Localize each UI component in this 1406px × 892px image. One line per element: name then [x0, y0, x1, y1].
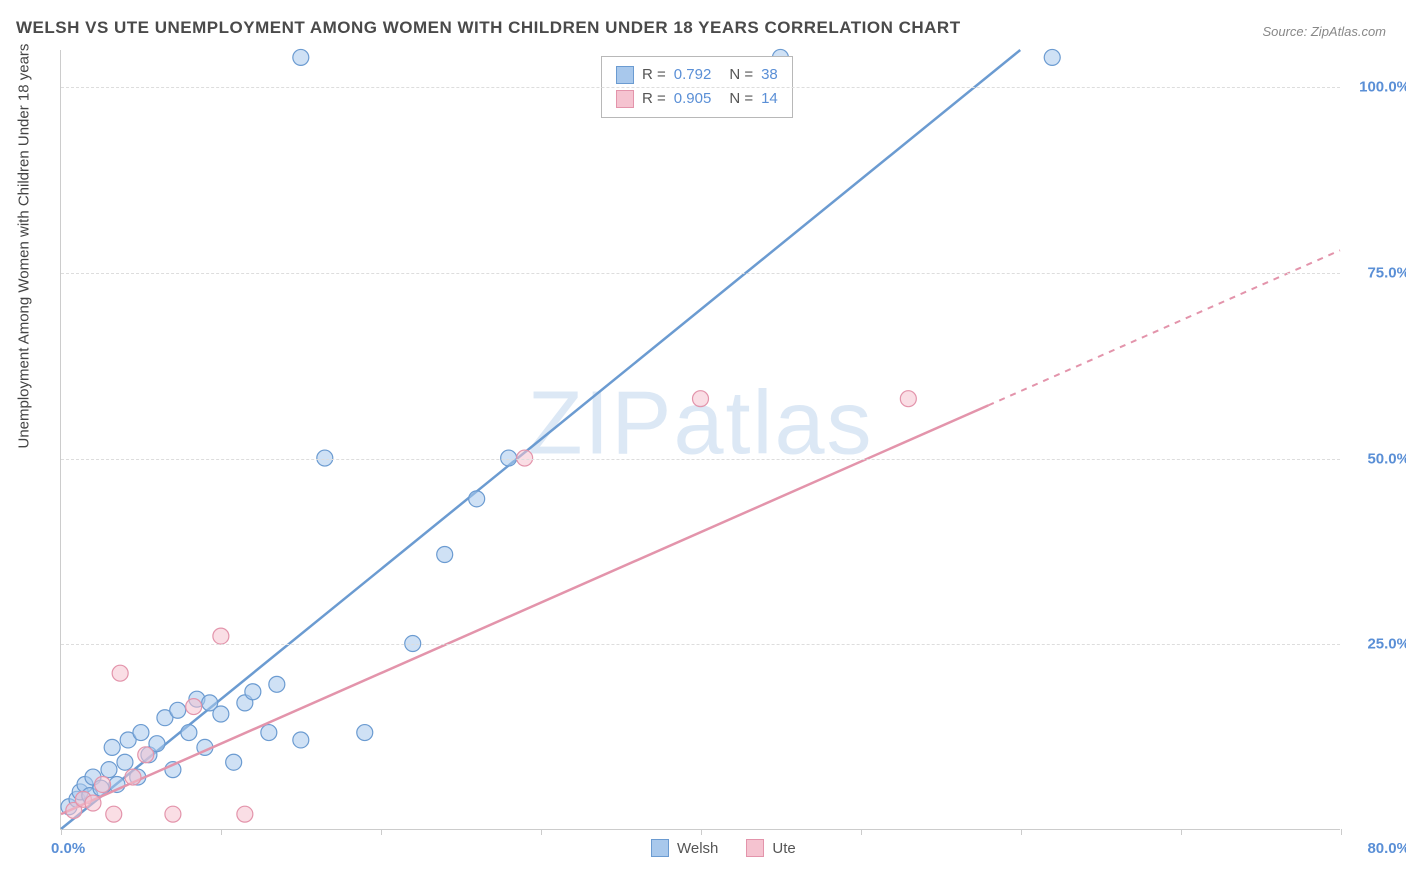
data-point: [170, 702, 186, 718]
data-point: [181, 725, 197, 741]
data-point: [693, 391, 709, 407]
x-tick: [541, 829, 542, 835]
data-point: [101, 762, 117, 778]
legend-swatch-ute: [616, 90, 634, 108]
x-tick: [1181, 829, 1182, 835]
data-point: [95, 776, 111, 792]
plot-area: ZIPatlas R = 0.792 N = 38 R = 0.905 N = …: [60, 50, 1340, 830]
data-point: [106, 806, 122, 822]
x-tick: [1021, 829, 1022, 835]
data-point: [125, 769, 141, 785]
legend-swatch-icon: [746, 839, 764, 857]
y-tick-label: 25.0%: [1350, 636, 1406, 653]
data-point: [293, 49, 309, 65]
data-point: [1044, 49, 1060, 65]
gridline: [61, 273, 1340, 274]
data-point: [437, 547, 453, 563]
legend-r-value-welsh: 0.792: [674, 63, 712, 87]
legend-label-welsh: Welsh: [677, 840, 718, 857]
x-axis-max-label: 80.0%: [1367, 840, 1406, 857]
data-point: [104, 739, 120, 755]
legend-label-ute: Ute: [772, 840, 795, 857]
chart-svg: [61, 50, 1340, 829]
legend-n-label: N =: [729, 87, 753, 111]
legend-r-value-ute: 0.905: [674, 87, 712, 111]
gridline: [61, 459, 1340, 460]
legend-r-label: R =: [642, 63, 666, 87]
data-point: [186, 699, 202, 715]
source-attribution: Source: ZipAtlas.com: [1262, 24, 1386, 39]
x-tick: [1341, 829, 1342, 835]
y-tick-label: 75.0%: [1350, 264, 1406, 281]
legend-n-value-ute: 14: [761, 87, 778, 111]
legend-item-ute: Ute: [746, 839, 795, 857]
data-point: [357, 725, 373, 741]
x-tick: [861, 829, 862, 835]
y-axis-label: Unemployment Among Women with Children U…: [16, 44, 33, 449]
data-point: [165, 806, 181, 822]
data-point: [226, 754, 242, 770]
legend-swatch-welsh: [616, 66, 634, 84]
legend-swatch-icon: [651, 839, 669, 857]
data-point: [469, 491, 485, 507]
legend-item-welsh: Welsh: [651, 839, 718, 857]
legend-n-value-welsh: 38: [761, 63, 778, 87]
x-tick: [61, 829, 62, 835]
data-point: [900, 391, 916, 407]
data-point: [213, 628, 229, 644]
legend-n-label: N =: [729, 63, 753, 87]
data-point: [133, 725, 149, 741]
data-point: [261, 725, 277, 741]
legend-row-welsh: R = 0.792 N = 38: [616, 63, 778, 87]
gridline: [61, 87, 1340, 88]
y-tick-label: 50.0%: [1350, 450, 1406, 467]
data-point: [112, 665, 128, 681]
legend-row-ute: R = 0.905 N = 14: [616, 87, 778, 111]
trend-line: [61, 50, 1020, 829]
x-tick: [701, 829, 702, 835]
chart-title: WELSH VS UTE UNEMPLOYMENT AMONG WOMEN WI…: [16, 18, 961, 38]
x-axis-origin-label: 0.0%: [51, 840, 85, 857]
legend-r-label: R =: [642, 87, 666, 111]
x-tick: [221, 829, 222, 835]
gridline: [61, 644, 1340, 645]
x-tick: [381, 829, 382, 835]
data-point: [85, 795, 101, 811]
data-point: [237, 806, 253, 822]
series-legend: Welsh Ute: [651, 839, 796, 857]
trend-line: [61, 405, 988, 814]
data-point: [138, 747, 154, 763]
y-tick-label: 100.0%: [1350, 79, 1406, 96]
data-point: [293, 732, 309, 748]
data-point: [245, 684, 261, 700]
data-point: [117, 754, 133, 770]
data-point: [269, 676, 285, 692]
data-point: [213, 706, 229, 722]
